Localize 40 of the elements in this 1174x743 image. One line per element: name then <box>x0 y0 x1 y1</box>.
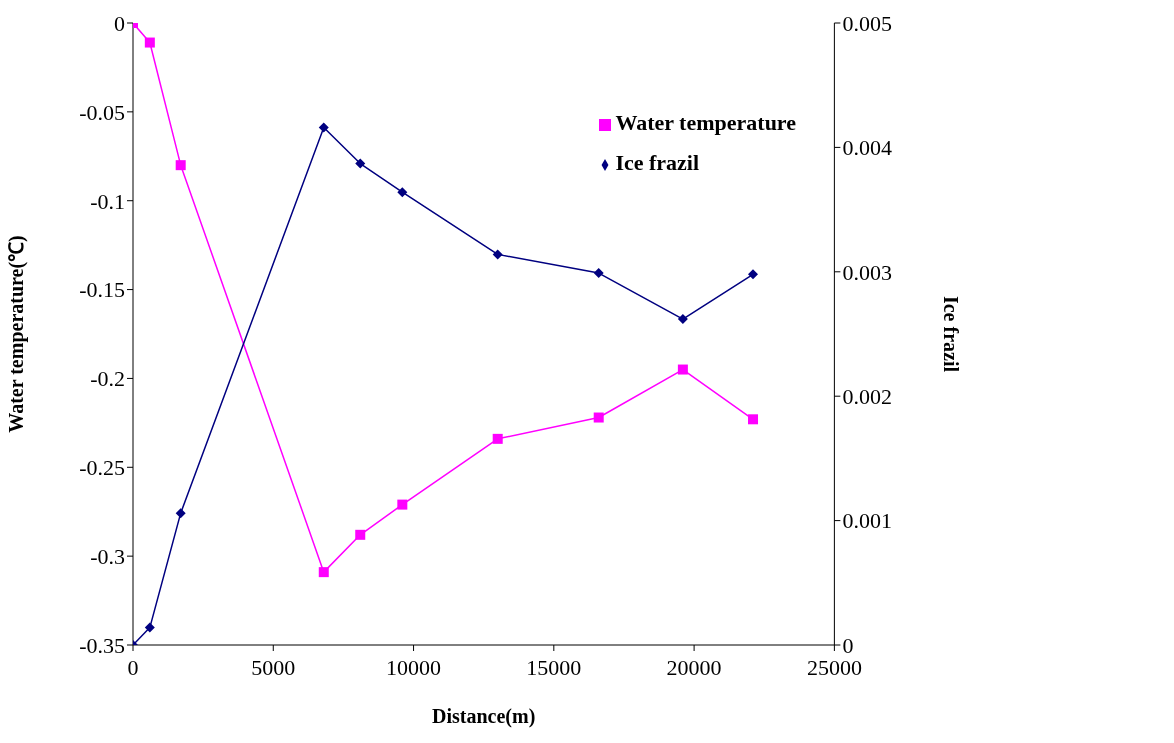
point <box>355 529 366 540</box>
y2-tick-label: 0.002 <box>842 384 892 410</box>
x-tick-label: 10000 <box>386 654 442 680</box>
point <box>492 249 503 260</box>
x-tick-label: 20000 <box>666 654 722 680</box>
x-tick-label: 15000 <box>526 654 582 680</box>
y-tick-label: -0.2 <box>90 366 125 392</box>
point <box>175 508 186 519</box>
y2-tick-label: 0.004 <box>842 135 892 161</box>
y-tick-label: -0.35 <box>79 632 125 658</box>
y2-tick-label: 0.003 <box>842 259 892 285</box>
y-tick-label: -0.15 <box>79 277 125 303</box>
point <box>593 268 604 279</box>
x-axis-title: Distance(m) <box>432 705 536 728</box>
legend-label: Water temperature <box>615 110 796 135</box>
point <box>492 433 503 444</box>
point <box>677 364 688 375</box>
y2-tick-label: 0.001 <box>842 508 892 534</box>
point <box>355 158 366 169</box>
point <box>175 160 186 171</box>
y-tick-label: -0.3 <box>90 543 125 569</box>
point <box>748 414 759 425</box>
point <box>748 269 759 280</box>
y2-tick-label: 0.005 <box>842 10 892 36</box>
y-tick-label: -0.25 <box>79 455 125 481</box>
point <box>397 499 408 510</box>
point <box>318 567 329 578</box>
y-tick-label: -0.05 <box>79 99 125 125</box>
point <box>318 122 329 133</box>
y-tick-label: -0.1 <box>90 188 125 214</box>
x-tick-label: 5000 <box>251 654 296 680</box>
point <box>397 187 408 198</box>
point <box>677 314 688 325</box>
point <box>144 622 155 633</box>
y-axis-title: Water temperature(℃) <box>5 235 29 433</box>
point <box>144 37 155 48</box>
y-tick-label: 0 <box>114 10 125 36</box>
point <box>593 412 604 423</box>
y2-axis-title: Ice frazil <box>940 295 963 373</box>
legend-label: Ice frazil <box>615 150 700 175</box>
